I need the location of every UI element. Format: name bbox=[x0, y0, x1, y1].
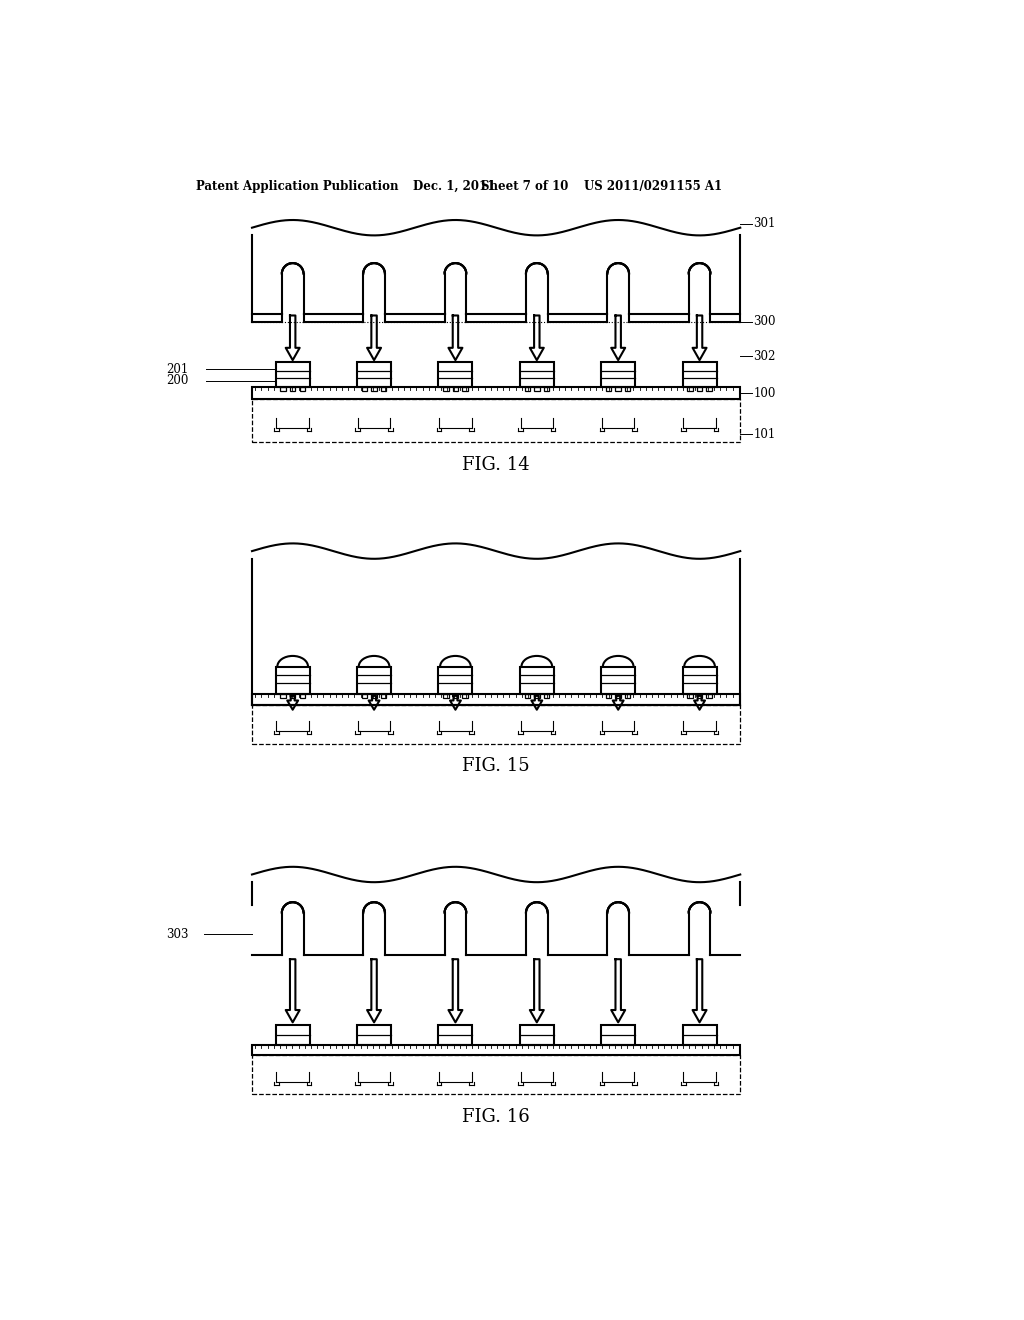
Bar bbox=[381, 694, 386, 698]
Bar bbox=[281, 387, 286, 391]
Bar bbox=[443, 387, 449, 391]
Bar bbox=[601, 667, 635, 694]
Bar bbox=[524, 694, 530, 698]
Bar bbox=[252, 1056, 740, 1094]
Text: 301: 301 bbox=[754, 218, 776, 231]
Bar bbox=[697, 387, 702, 391]
Bar bbox=[372, 694, 377, 698]
Bar bbox=[462, 694, 468, 698]
Bar bbox=[281, 694, 286, 698]
Bar bbox=[544, 694, 549, 698]
Text: Sheet 7 of 10: Sheet 7 of 10 bbox=[480, 180, 568, 193]
Bar bbox=[687, 387, 692, 391]
Bar bbox=[606, 387, 611, 391]
Bar bbox=[381, 387, 386, 391]
Bar bbox=[687, 694, 692, 698]
Bar bbox=[535, 387, 540, 391]
Bar bbox=[601, 1024, 635, 1044]
Bar bbox=[535, 694, 540, 698]
Bar bbox=[462, 387, 468, 391]
Text: 302: 302 bbox=[754, 350, 776, 363]
Bar bbox=[625, 694, 631, 698]
Bar bbox=[372, 387, 377, 391]
Bar bbox=[683, 1024, 717, 1044]
Bar bbox=[544, 387, 549, 391]
Bar bbox=[357, 363, 391, 387]
Bar bbox=[524, 387, 530, 391]
Bar bbox=[357, 667, 391, 694]
Bar bbox=[707, 387, 712, 391]
Text: FIG. 14: FIG. 14 bbox=[462, 455, 530, 474]
Bar bbox=[252, 387, 740, 400]
Bar bbox=[361, 694, 368, 698]
Bar bbox=[443, 694, 449, 698]
Text: US 2011/0291155 A1: US 2011/0291155 A1 bbox=[584, 180, 722, 193]
Text: Patent Application Publication: Patent Application Publication bbox=[197, 180, 398, 193]
Text: Dec. 1, 2011: Dec. 1, 2011 bbox=[414, 180, 496, 193]
Bar bbox=[252, 705, 740, 743]
Bar bbox=[520, 667, 554, 694]
Bar bbox=[707, 694, 712, 698]
Bar bbox=[275, 363, 309, 387]
Bar bbox=[453, 694, 458, 698]
Text: 303: 303 bbox=[166, 928, 188, 941]
Bar bbox=[252, 1044, 740, 1056]
Bar bbox=[300, 694, 305, 698]
Bar bbox=[252, 694, 740, 705]
Bar bbox=[625, 387, 631, 391]
Bar bbox=[275, 1024, 309, 1044]
Text: 200: 200 bbox=[166, 375, 188, 388]
Bar bbox=[290, 694, 295, 698]
Bar bbox=[252, 400, 740, 442]
Bar bbox=[520, 1024, 554, 1044]
Bar bbox=[683, 363, 717, 387]
Bar bbox=[438, 363, 472, 387]
Bar bbox=[300, 387, 305, 391]
Text: 100: 100 bbox=[754, 387, 776, 400]
Text: FIG. 16: FIG. 16 bbox=[462, 1107, 530, 1126]
Text: 201: 201 bbox=[166, 363, 188, 376]
Text: 300: 300 bbox=[754, 315, 776, 329]
Bar bbox=[438, 1024, 472, 1044]
Bar bbox=[606, 694, 611, 698]
Bar bbox=[453, 387, 458, 391]
Bar bbox=[520, 363, 554, 387]
Bar bbox=[438, 667, 472, 694]
Text: 101: 101 bbox=[754, 428, 775, 441]
Bar bbox=[683, 667, 717, 694]
Text: FIG. 15: FIG. 15 bbox=[462, 758, 530, 775]
Bar bbox=[697, 694, 702, 698]
Bar bbox=[290, 387, 295, 391]
Bar bbox=[275, 667, 309, 694]
Bar bbox=[615, 387, 621, 391]
Bar bbox=[601, 363, 635, 387]
Bar bbox=[615, 694, 621, 698]
Bar bbox=[361, 387, 368, 391]
Bar bbox=[357, 1024, 391, 1044]
